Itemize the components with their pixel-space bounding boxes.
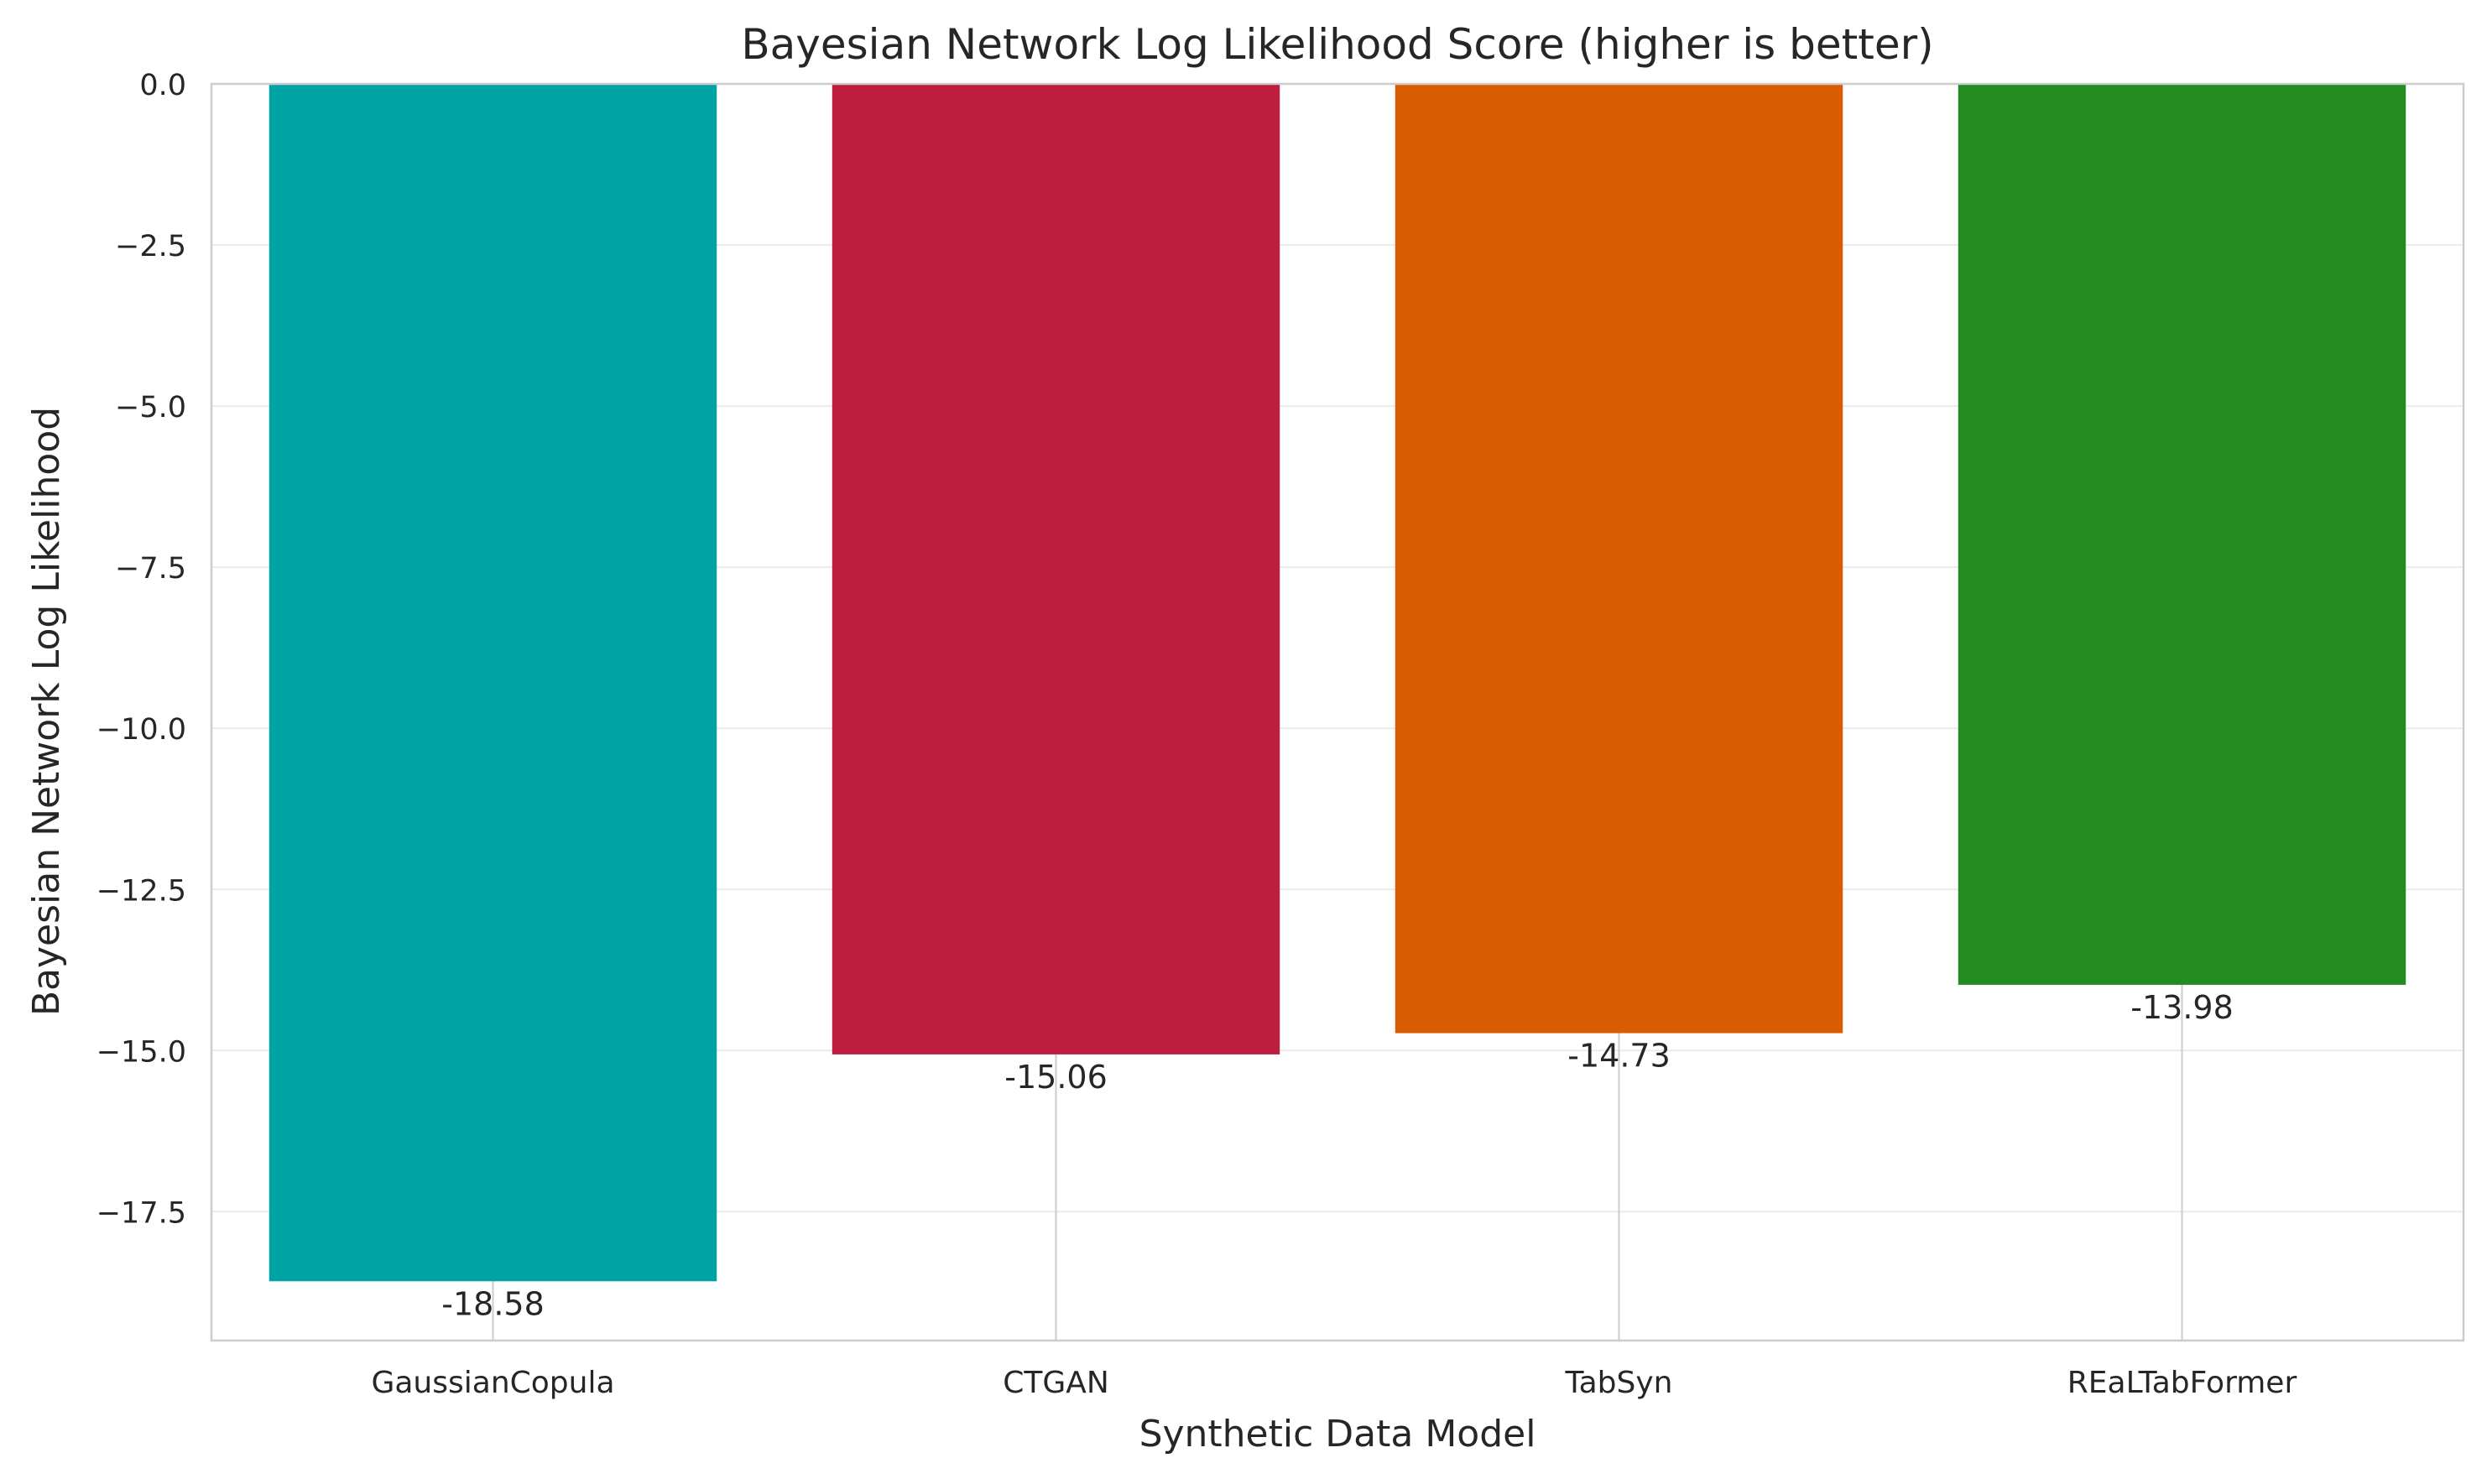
x-tick-label: REaLTabFormer (2067, 1366, 2297, 1400)
x-tick-label: TabSyn (1565, 1366, 1673, 1400)
bar (1958, 84, 2406, 985)
bar (269, 84, 717, 1282)
data-label: -13.98 (2130, 989, 2234, 1026)
chart-title: Bayesian Network Log Likelihood Score (h… (741, 20, 1933, 69)
data-label: -15.06 (1004, 1059, 1108, 1096)
x-tick-label: CTGAN (1003, 1366, 1109, 1400)
plot-frame (210, 82, 2465, 1342)
y-tick-label: −2.5 (115, 230, 186, 263)
y-tick-label: −17.5 (96, 1196, 186, 1230)
y-tick-label: −5.0 (115, 391, 186, 424)
plot-area: 0.0 −2.5 −5.0 −7.5 −10.0 −12.5 −15.0 −17.5 -18.5… (96, 69, 2465, 1400)
y-tick-label: 0.0 (139, 69, 186, 102)
y-tick-label: −10.0 (96, 713, 186, 747)
bar (1395, 84, 1843, 1034)
data-label: -14.73 (1567, 1038, 1671, 1075)
data-label: -18.58 (441, 1285, 545, 1322)
x-tick-label: GaussianCopula (371, 1366, 614, 1400)
y-tick-label: −7.5 (115, 552, 186, 586)
bar (832, 84, 1280, 1054)
x-axis-label: Synthetic Data Model (1139, 1413, 1536, 1455)
y-axis-label: Bayesian Network Log Likelihood (25, 407, 68, 1016)
y-tick-label: −15.0 (96, 1035, 186, 1069)
y-tick-label: −12.5 (96, 874, 186, 908)
